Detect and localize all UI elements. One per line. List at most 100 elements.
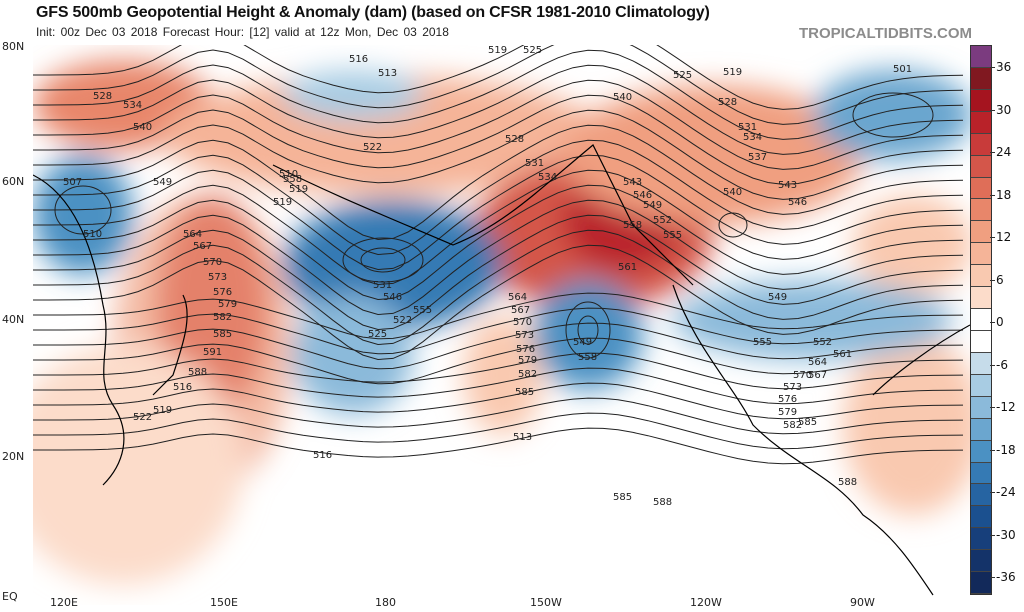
contour-label: 567	[193, 241, 212, 252]
contour-label: 576	[516, 344, 535, 355]
height-contour	[33, 337, 964, 385]
colorbar-tick: 18	[989, 187, 1012, 202]
contour-label: 573	[515, 330, 534, 341]
lon-label-150e: 150E	[210, 596, 238, 609]
colorbar-bin	[971, 418, 991, 441]
contour-label: 549	[643, 200, 662, 211]
colorbar-bin	[971, 46, 991, 68]
contour-label: 570	[203, 257, 222, 268]
contour-label: 531	[738, 122, 757, 133]
lat-label-40n: 40N	[2, 313, 25, 326]
height-contour	[33, 45, 964, 110]
height-contour	[33, 352, 964, 390]
contour-label: 522	[393, 315, 412, 326]
lat-label-80n: 80N	[2, 40, 25, 53]
contour-label: 558	[623, 220, 642, 231]
height-contour	[33, 382, 964, 420]
colorbar-tick: -36	[990, 570, 1016, 584]
height-contours	[33, 45, 964, 465]
contour-label: 585	[798, 417, 817, 428]
contour-label: 582	[783, 420, 802, 431]
height-contour	[33, 79, 964, 170]
colorbar-bin	[971, 133, 991, 156]
height-contour	[33, 427, 964, 465]
height-contour	[33, 214, 964, 331]
colorbar-bin	[971, 528, 991, 551]
contour-label: 522	[133, 412, 152, 423]
contour-label: 546	[633, 190, 652, 201]
height-contour	[33, 292, 964, 340]
contour-label: 528	[718, 97, 737, 108]
contour-label: 588	[188, 367, 207, 378]
contour-label: 585	[213, 329, 232, 340]
contour-label: 579	[518, 355, 537, 366]
closed-contour	[342, 237, 424, 283]
contour-label: 555	[753, 337, 772, 348]
contour-label: 555	[413, 305, 432, 316]
lon-label-120w: 120W	[690, 596, 722, 609]
height-contour	[33, 139, 964, 256]
lat-label-60n: 60N	[2, 175, 25, 188]
contour-label: 552	[813, 337, 832, 348]
contour-label: 507	[63, 177, 82, 188]
contour-label: 546	[788, 197, 807, 208]
contour-label: 564	[508, 292, 527, 303]
colorbar-bin	[971, 506, 991, 529]
colorbar-tick: -24	[990, 485, 1016, 499]
colorbar-bin	[971, 287, 991, 310]
height-contour	[33, 109, 964, 200]
contour-label: 519	[289, 184, 308, 195]
lon-label-150w: 150W	[530, 596, 562, 609]
contour-label: 564	[183, 229, 202, 240]
contour-label: 549	[153, 177, 172, 188]
contour-label: 522	[363, 142, 382, 153]
contour-label: 540	[133, 122, 152, 133]
height-contour	[33, 322, 964, 370]
colorbar-bin	[971, 221, 991, 244]
colorbar-bin	[971, 67, 991, 90]
colorbar-bin	[971, 484, 991, 507]
lon-label-180: 180	[375, 596, 396, 609]
closed-contour	[565, 301, 611, 359]
contour-label: 513	[513, 432, 532, 443]
height-contour	[33, 45, 964, 125]
lat-label-20n: 20N	[2, 450, 25, 463]
brand-watermark: TROPICALTIDBITS.COM	[798, 25, 972, 42]
contour-label: 516	[349, 54, 368, 65]
contour-label: 591	[203, 347, 222, 358]
colorbar-bin	[971, 243, 991, 266]
contour-label: 525	[673, 70, 692, 81]
contour-label: 579	[778, 407, 797, 418]
contour-label: 543	[778, 180, 797, 191]
contour-label: 519	[153, 405, 172, 416]
height-contour	[33, 49, 964, 140]
contour-label: 534	[743, 132, 762, 143]
contour-label: 510	[83, 229, 102, 240]
init-forecast-info: Init: 00z Dec 03 2018 Forecast Hour: [12…	[36, 25, 449, 39]
lat-label-eq: EQ	[2, 590, 18, 603]
colorbar-bin	[971, 440, 991, 463]
colorbar-tick: 36	[989, 60, 1012, 74]
contour-label: 561	[833, 349, 852, 360]
contour-label: 582	[213, 312, 232, 323]
contour-label: 570	[793, 370, 812, 381]
height-contour	[33, 184, 964, 301]
contour-label: 579	[218, 299, 237, 310]
height-contour	[33, 367, 964, 405]
closed-contour	[852, 92, 934, 138]
contour-label: 552	[653, 215, 672, 226]
colorbar-bin	[971, 572, 991, 595]
colorbar-tick: 0	[990, 315, 1004, 329]
colorbar-tick: 12	[989, 230, 1012, 244]
height-contour	[33, 397, 964, 435]
contour-label: 543	[623, 177, 642, 188]
contour-label: 582	[518, 369, 537, 380]
colorbar-bin	[971, 155, 991, 178]
contour-label: 567	[511, 305, 530, 316]
colorbar-bin	[971, 89, 991, 112]
contour-label: 516	[313, 450, 332, 461]
height-contour	[33, 124, 964, 241]
contour-label: 519	[723, 67, 742, 78]
colorbar-tick: 24	[989, 145, 1012, 159]
contour-label: 570	[513, 317, 532, 328]
